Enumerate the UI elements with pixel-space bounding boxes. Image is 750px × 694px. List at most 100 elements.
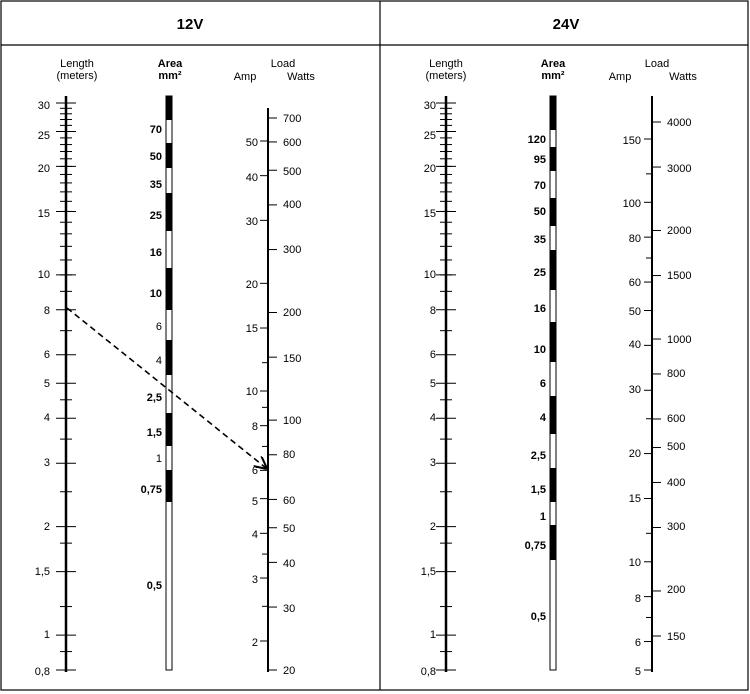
svg-text:15: 15 [38,208,50,220]
svg-text:8: 8 [430,305,436,317]
svg-text:16: 16 [150,247,162,259]
svg-text:600: 600 [667,413,685,425]
svg-text:4: 4 [44,412,50,424]
svg-text:0,5: 0,5 [531,611,546,623]
svg-text:60: 60 [283,495,295,507]
svg-text:25: 25 [38,130,50,142]
svg-text:300: 300 [283,244,301,256]
svg-text:50: 50 [534,206,546,218]
svg-text:15: 15 [246,323,258,335]
svg-text:0,5: 0,5 [147,580,162,592]
svg-text:20: 20 [38,163,50,175]
svg-text:1: 1 [540,511,546,523]
svg-text:1,5: 1,5 [147,427,162,439]
svg-text:20: 20 [283,665,295,677]
svg-text:1,5: 1,5 [421,566,436,578]
svg-text:15: 15 [424,208,436,220]
area-header-24v: Area [541,58,566,70]
amp-header-12v: Amp [234,71,257,83]
panel-title-12v: 12V [177,16,204,33]
watts-header-24v: Watts [669,71,697,83]
svg-text:100: 100 [623,198,641,210]
area-unit-24v: mm² [541,70,565,82]
svg-text:8: 8 [252,421,258,433]
svg-text:1: 1 [430,629,436,641]
svg-text:2: 2 [44,521,50,533]
svg-text:10: 10 [534,344,546,356]
svg-text:1: 1 [44,629,50,641]
svg-text:6: 6 [252,465,258,477]
svg-text:40: 40 [283,558,295,570]
svg-text:16: 16 [534,303,546,315]
svg-text:4: 4 [252,529,258,541]
svg-text:10: 10 [629,557,641,569]
svg-text:3: 3 [44,457,50,469]
area-header-12v: Area [158,58,183,70]
svg-text:70: 70 [534,180,546,192]
svg-text:50: 50 [246,137,258,149]
area-unit-12v: mm² [158,70,182,82]
svg-text:2: 2 [430,521,436,533]
svg-text:6: 6 [156,321,162,333]
svg-text:15: 15 [629,493,641,505]
svg-text:400: 400 [667,477,685,489]
svg-text:25: 25 [424,130,436,142]
svg-text:200: 200 [283,307,301,319]
svg-text:1500: 1500 [667,270,691,282]
svg-text:4000: 4000 [667,117,691,129]
svg-text:5: 5 [430,378,436,390]
svg-text:10: 10 [38,269,50,281]
svg-text:4: 4 [430,412,436,424]
svg-text:8: 8 [44,305,50,317]
svg-text:50: 50 [150,151,162,163]
svg-text:70: 70 [150,124,162,136]
svg-text:300: 300 [667,521,685,533]
svg-text:10: 10 [150,288,162,300]
load-header-12v: Load [271,58,295,70]
length-header-24v: Length [429,58,463,70]
svg-text:5: 5 [635,666,641,678]
svg-text:30: 30 [283,603,295,615]
length-tick-label: 30 25 20 15 10 8 6 5 4 3 2 1,5 1 0,8 [35,100,50,678]
svg-text:5: 5 [44,378,50,390]
svg-text:400: 400 [283,199,301,211]
amp-tick-label: 150 100 80 60 50 40 30 20 15 10 8 6 5 [623,135,641,678]
panel-24v: 24V Length (meters) Area mm² Load Amp Wa… [421,16,698,678]
area-tick-label: 120 95 70 50 35 25 16 10 6 4 2,5 1,5 1 0… [525,134,547,623]
svg-text:30: 30 [629,384,641,396]
svg-text:6: 6 [430,349,436,361]
svg-text:4: 4 [540,412,547,424]
svg-text:150: 150 [283,353,301,365]
amp-tick-label: 50 40 30 20 15 10 8 6 5 4 3 2 [246,137,258,649]
svg-text:25: 25 [534,267,546,279]
svg-text:600: 600 [283,137,301,149]
example-dashed-line [66,307,266,468]
svg-text:20: 20 [629,448,641,460]
svg-text:1,5: 1,5 [35,566,50,578]
svg-text:150: 150 [623,135,641,147]
area-scale-12v: 70 50 35 25 16 10 6 4 2,5 1,5 1 0,75 0,5 [141,95,173,671]
area-tick-label: 70 50 35 25 16 10 6 4 2,5 1,5 1 0,75 0,5 [141,124,162,592]
svg-text:2000: 2000 [667,225,691,237]
svg-text:120: 120 [528,134,546,146]
svg-text:1,5: 1,5 [531,484,546,496]
svg-text:20: 20 [424,163,436,175]
svg-text:2,5: 2,5 [147,392,162,404]
svg-text:6: 6 [44,349,50,361]
svg-text:0,75: 0,75 [525,540,546,552]
svg-text:6: 6 [540,378,546,390]
svg-text:50: 50 [283,523,295,535]
watts-tick-label: 4000 3000 2000 1500 1000 800 600 500 400… [667,117,691,643]
load-scale-12v: 50 40 30 20 15 10 8 6 5 4 3 2 700 600 50… [246,108,301,677]
svg-text:20: 20 [246,279,258,291]
svg-text:25: 25 [150,210,162,222]
length-subheader-12v: (meters) [57,70,98,82]
svg-text:800: 800 [667,368,685,380]
amp-header-24v: Amp [609,71,632,83]
svg-text:500: 500 [283,166,301,178]
svg-text:2: 2 [252,637,258,649]
svg-text:3: 3 [430,457,436,469]
panel-title-24v: 24V [553,16,580,33]
